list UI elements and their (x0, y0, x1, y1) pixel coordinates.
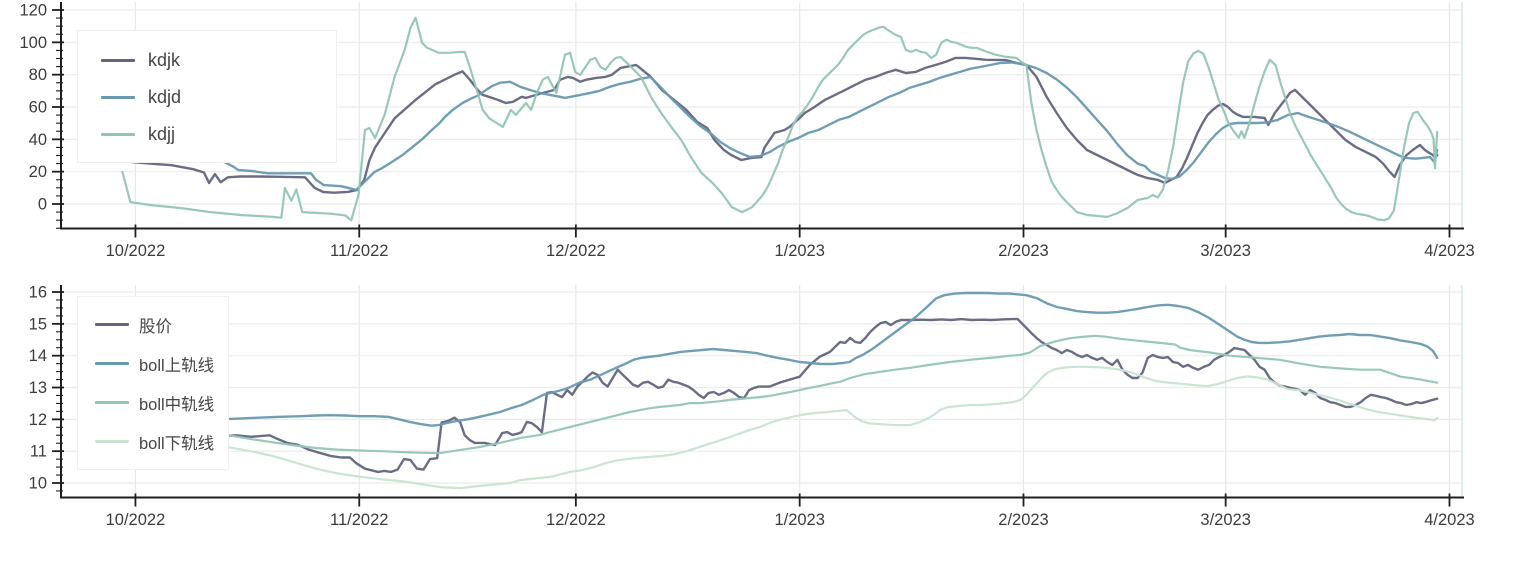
x-tick-label: 1/2023 (774, 511, 824, 529)
y-tick-label: 11 (30, 443, 47, 461)
x-tick-label: 3/2023 (1200, 242, 1250, 260)
y-tick-label: 80 (29, 66, 47, 84)
legend-label-boll-upper: boll上轨线 (139, 356, 215, 375)
boll-middle-line-swatch (95, 401, 129, 404)
series-kdjj (121, 16, 1439, 222)
legend-item-boll-middle: boll中轨线 (78, 383, 228, 422)
series-boll下轨线 (119, 365, 1439, 490)
x-tick-label: 11/2022 (330, 511, 388, 529)
price-line-swatch (95, 323, 129, 326)
x-tick-label: 2/2023 (998, 511, 1048, 529)
kdjj-line-swatch (101, 133, 135, 136)
x-tick-label: 10/2022 (106, 242, 166, 260)
y-tick-label: 10 (29, 475, 47, 493)
x-tick-label: 2/2023 (998, 242, 1048, 260)
boll-upper-line-swatch (95, 362, 129, 365)
legend-label-kdjj: kdjj (148, 124, 176, 144)
legend-boll: 股价 boll上轨线 boll中轨线 boll下轨线 (77, 296, 229, 470)
legend-label-kdjd: kdjd (148, 87, 182, 107)
y-tick-label: 13 (29, 379, 47, 397)
y-tick-label: 15 (29, 315, 47, 333)
y-tick-label: 0 (38, 196, 47, 214)
y-tick-label: 20 (29, 163, 47, 181)
legend-kdj: kdjk kdjd kdjj (77, 30, 337, 163)
legend-item-kdjd: kdjd (78, 79, 336, 116)
series-boll中轨线 (119, 334, 1439, 455)
legend-item-kdjk: kdjk (78, 42, 336, 79)
x-tick-label: 10/2022 (106, 511, 166, 529)
legend-item-boll-lower: boll下轨线 (78, 422, 228, 461)
legend-item-boll-upper: boll上轨线 (78, 344, 228, 383)
x-tick-label: 4/2023 (1424, 511, 1474, 529)
boll-chart: 16 15 14 13 12 11 10 10/2022 11/2022 12/2022 1/202… (29, 284, 1475, 529)
series-boll上轨线 (119, 291, 1439, 427)
x-tick-label: 11/2022 (330, 242, 388, 260)
kdjk-line-swatch (101, 59, 135, 62)
x-tick-label: 4/2023 (1424, 242, 1474, 260)
legend-item-price: 股价 (78, 305, 228, 344)
legend-label-boll-lower: boll下轨线 (139, 434, 215, 453)
legend-item-kdjj: kdjj (78, 116, 336, 153)
boll-lower-line-swatch (95, 440, 129, 443)
y-tick-label: 120 (19, 1, 47, 19)
x-tick-label: 12/2022 (546, 511, 606, 529)
x-tick-label: 3/2023 (1200, 511, 1250, 529)
series-股价 (119, 317, 1439, 474)
y-tick-label: 60 (29, 98, 47, 116)
legend-label-kdjk: kdjk (148, 50, 181, 70)
y-tick-label: 16 (29, 284, 47, 302)
series-kdjd (174, 61, 1439, 192)
kdjd-line-swatch (101, 96, 135, 99)
legend-label-boll-middle: boll中轨线 (139, 395, 215, 414)
y-tick-label: 40 (29, 131, 47, 149)
y-tick-label: 14 (29, 347, 47, 365)
x-tick-label: 1/2023 (774, 242, 824, 260)
legend-label-price: 股价 (139, 317, 172, 336)
x-tick-label: 12/2022 (546, 242, 606, 260)
y-tick-label: 12 (29, 411, 47, 429)
y-tick-label: 100 (19, 34, 47, 52)
